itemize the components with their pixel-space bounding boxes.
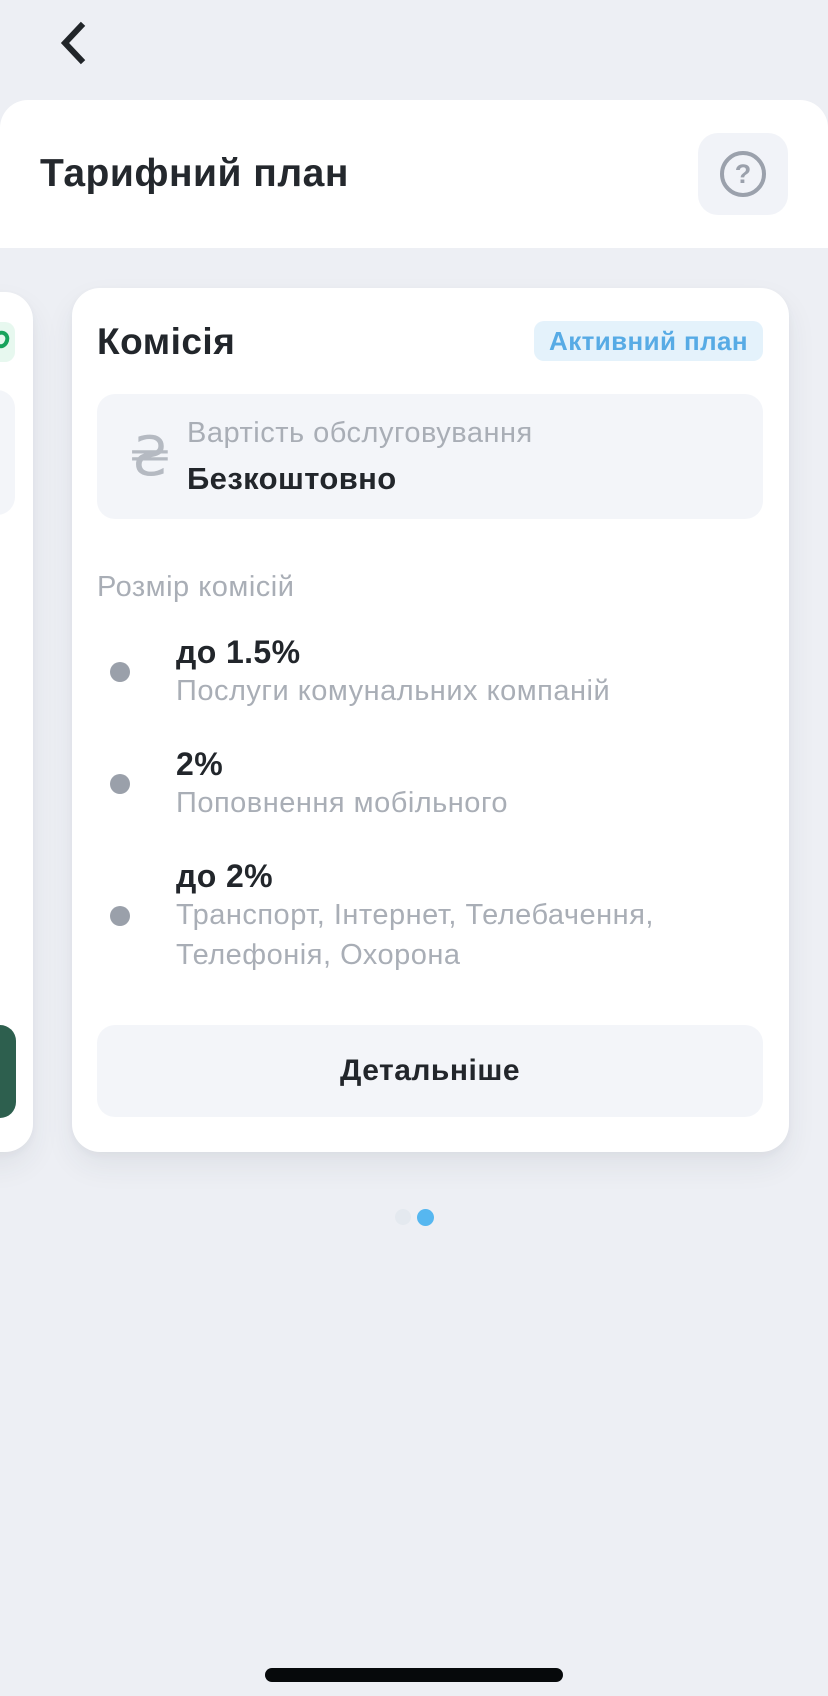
- page-indicator[interactable]: [0, 1205, 828, 1229]
- fee-value: до 1.5%: [176, 634, 301, 670]
- fee-value: до 2%: [176, 858, 273, 894]
- hryvnia-icon: ₴: [129, 424, 171, 488]
- fee-description: Поповнення мобільного: [176, 787, 509, 819]
- bullet-dot-icon: [110, 906, 130, 926]
- plan-card-title: Комісія: [97, 321, 236, 362]
- question-mark-icon: ?: [720, 151, 766, 197]
- previous-plan-badge-fragment: [0, 322, 15, 362]
- fees-section-label: Розмір комісій: [97, 571, 295, 603]
- page-dot-active: [416, 1208, 434, 1226]
- fee-list: до 1.5% Послуги комунальних компаній 2% …: [97, 633, 763, 975]
- service-cost-panel: ₴ Вартість обслуговування Безкоштовно: [97, 394, 763, 519]
- bullet-dot-icon: [110, 662, 130, 682]
- fee-description: Транспорт, Інтернет, Телебачення, Телефо…: [176, 899, 654, 971]
- previous-plan-action-button-fragment[interactable]: [0, 1025, 16, 1118]
- plan-card-komisia: Комісія Активний план ₴ Вартість обслуго…: [72, 288, 789, 1152]
- home-indicator[interactable]: [265, 1668, 563, 1682]
- back-button[interactable]: [46, 16, 98, 72]
- help-button[interactable]: ?: [698, 133, 788, 215]
- service-cost-label: Вартість обслуговування: [187, 417, 533, 449]
- previous-plan-cost-panel-fragment: [0, 390, 15, 515]
- page-title: Тарифний план: [40, 152, 349, 195]
- chevron-left-icon: [57, 21, 87, 68]
- page-dot-inactive: [394, 1209, 411, 1225]
- details-button[interactable]: Детальніше: [97, 1025, 763, 1117]
- fee-item: до 2% Транспорт, Інтернет, Телебачення, …: [97, 857, 763, 975]
- green-glyph-icon: [0, 329, 11, 356]
- fee-item: 2% Поповнення мобільного: [97, 745, 763, 823]
- fee-description: Послуги комунальних компаній: [176, 675, 611, 707]
- fee-item: до 1.5% Послуги комунальних компаній: [97, 633, 763, 711]
- bullet-dot-icon: [110, 774, 130, 794]
- active-plan-badge: Активний план: [534, 321, 763, 361]
- previous-plan-card-fragment[interactable]: [0, 292, 33, 1152]
- fee-value: 2%: [176, 746, 224, 782]
- service-cost-value: Безкоштовно: [187, 461, 397, 496]
- header-sheet: Тарифний план ?: [0, 100, 828, 248]
